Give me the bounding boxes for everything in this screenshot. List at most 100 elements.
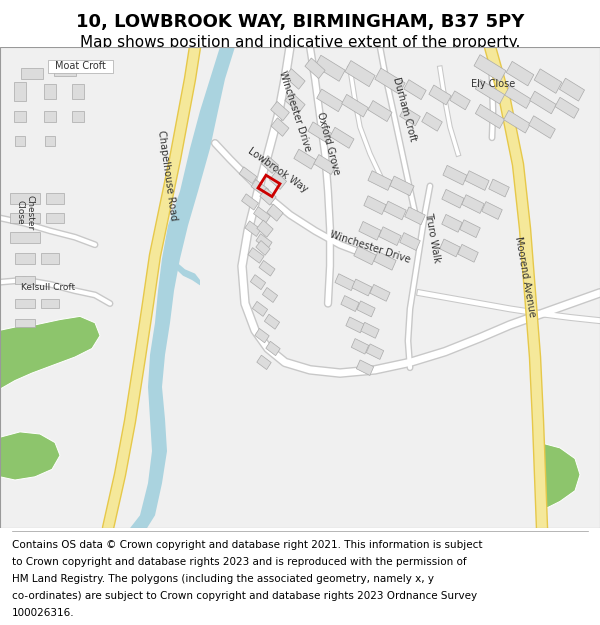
- Bar: [341, 296, 359, 311]
- Bar: [555, 98, 579, 118]
- Bar: [559, 78, 584, 101]
- Bar: [257, 355, 271, 369]
- Text: Contains OS data © Crown copyright and database right 2021. This information is : Contains OS data © Crown copyright and d…: [12, 540, 482, 550]
- Bar: [262, 288, 278, 302]
- Bar: [422, 112, 442, 131]
- Polygon shape: [0, 316, 100, 528]
- Polygon shape: [165, 250, 200, 286]
- Bar: [314, 154, 336, 174]
- Bar: [384, 201, 406, 220]
- Bar: [72, 111, 84, 122]
- Bar: [10, 193, 40, 204]
- Bar: [364, 196, 386, 214]
- Bar: [10, 232, 40, 242]
- Bar: [239, 167, 257, 184]
- Bar: [72, 84, 84, 99]
- Bar: [359, 221, 381, 240]
- Bar: [14, 82, 26, 101]
- Text: 100026316.: 100026316.: [12, 608, 74, 618]
- Bar: [265, 314, 280, 329]
- Bar: [442, 214, 462, 232]
- Bar: [443, 166, 467, 185]
- Bar: [315, 55, 345, 81]
- Bar: [450, 91, 470, 110]
- Bar: [346, 317, 364, 333]
- Bar: [356, 360, 374, 376]
- Bar: [266, 341, 280, 356]
- Bar: [251, 179, 269, 196]
- Bar: [529, 116, 556, 138]
- Text: Lowbrook Way: Lowbrook Way: [246, 146, 310, 194]
- Bar: [248, 248, 264, 263]
- Bar: [404, 79, 426, 99]
- Bar: [440, 239, 460, 257]
- Bar: [405, 207, 425, 225]
- Bar: [429, 85, 451, 105]
- Bar: [262, 156, 278, 173]
- Bar: [308, 122, 332, 143]
- Bar: [345, 61, 375, 87]
- Bar: [256, 234, 272, 249]
- Bar: [271, 101, 289, 121]
- Text: Kelsull Croft: Kelsull Croft: [21, 283, 75, 292]
- Text: Oxford Grove: Oxford Grove: [315, 111, 341, 176]
- Text: Chapelhouse Road: Chapelhouse Road: [156, 129, 178, 221]
- Bar: [46, 213, 64, 223]
- Bar: [10, 213, 40, 223]
- Bar: [46, 193, 64, 204]
- Bar: [15, 253, 35, 264]
- Bar: [242, 194, 259, 210]
- Bar: [41, 299, 59, 308]
- Bar: [260, 188, 276, 205]
- Bar: [530, 91, 556, 114]
- Bar: [21, 68, 43, 79]
- Bar: [400, 107, 420, 126]
- Bar: [15, 276, 35, 284]
- Text: co-ordinates) are subject to Crown copyright and database rights 2023 Ordnance S: co-ordinates) are subject to Crown copyr…: [12, 591, 477, 601]
- Text: Map shows position and indicative extent of the property.: Map shows position and indicative extent…: [80, 35, 520, 50]
- Bar: [45, 136, 55, 146]
- Text: to Crown copyright and database rights 2023 and is reproduced with the permissio: to Crown copyright and database rights 2…: [12, 557, 467, 567]
- Bar: [285, 92, 305, 112]
- Bar: [534, 69, 562, 93]
- Bar: [47, 60, 113, 72]
- Text: Moat Croft: Moat Croft: [55, 61, 106, 71]
- Bar: [375, 68, 405, 94]
- Bar: [400, 232, 420, 251]
- Bar: [379, 227, 401, 246]
- Polygon shape: [130, 47, 235, 528]
- Bar: [370, 284, 390, 301]
- Bar: [317, 89, 343, 112]
- Bar: [44, 84, 56, 99]
- Bar: [44, 111, 56, 122]
- Text: HM Land Registry. The polygons (including the associated geometry, namely x, y: HM Land Registry. The polygons (includin…: [12, 574, 434, 584]
- Bar: [357, 301, 375, 317]
- Bar: [442, 189, 464, 208]
- Bar: [460, 220, 480, 238]
- Bar: [475, 104, 505, 129]
- Text: Durham Croft: Durham Croft: [391, 76, 418, 142]
- Bar: [374, 251, 396, 270]
- Bar: [475, 79, 505, 104]
- Text: 10, LOWBROOK WAY, BIRMINGHAM, B37 5PY: 10, LOWBROOK WAY, BIRMINGHAM, B37 5PY: [76, 13, 524, 31]
- Text: Ely Close: Ely Close: [471, 79, 515, 89]
- Bar: [506, 61, 534, 86]
- Polygon shape: [0, 432, 60, 528]
- Bar: [271, 118, 289, 136]
- Bar: [285, 69, 305, 89]
- Bar: [367, 344, 383, 359]
- Text: Chester
Close: Chester Close: [16, 195, 35, 230]
- Bar: [361, 322, 379, 338]
- Bar: [255, 329, 269, 342]
- Bar: [458, 244, 478, 262]
- Bar: [368, 171, 392, 191]
- Bar: [474, 54, 506, 82]
- Bar: [259, 261, 275, 276]
- Bar: [368, 101, 392, 121]
- Bar: [489, 179, 509, 197]
- Bar: [390, 176, 414, 196]
- Bar: [256, 241, 270, 256]
- Bar: [352, 339, 368, 354]
- Text: Winchester Drive: Winchester Drive: [277, 69, 313, 152]
- Bar: [330, 127, 354, 148]
